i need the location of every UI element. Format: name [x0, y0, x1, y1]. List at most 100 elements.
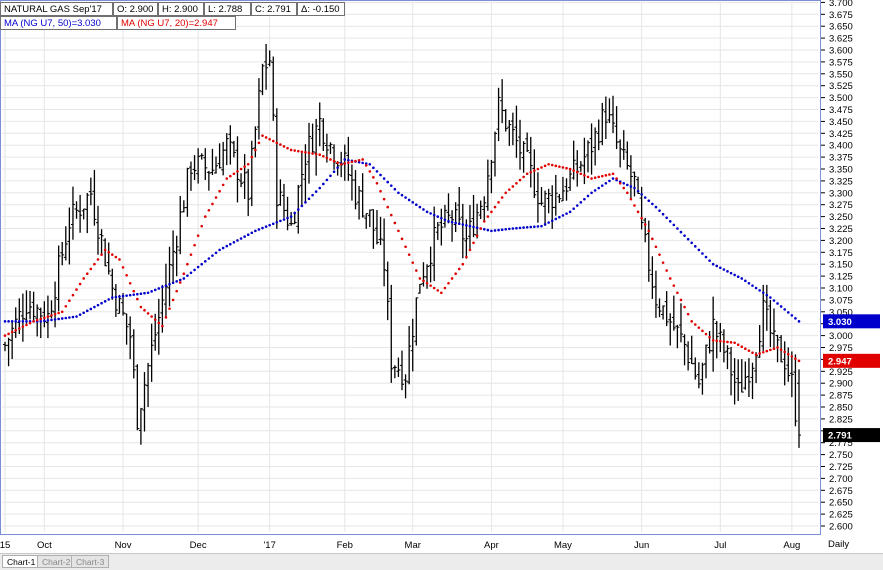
ma-point — [629, 185, 633, 188]
y-tick-label: 2.825 — [829, 414, 853, 425]
ma-point — [39, 320, 43, 323]
ma-point — [543, 164, 547, 168]
price-bar — [95, 205, 100, 255]
ma-point — [203, 215, 207, 218]
price-bar — [128, 316, 133, 360]
ma-point — [457, 267, 461, 271]
tab-chart-3[interactable]: Chart-3 — [71, 555, 110, 568]
ma-point — [400, 193, 404, 197]
price-bar — [471, 194, 476, 238]
price-bar — [571, 140, 576, 180]
ma-point — [139, 292, 143, 296]
price-bar — [600, 102, 605, 146]
price-bar — [28, 290, 33, 320]
price-bar — [310, 123, 315, 154]
ma-point — [311, 152, 314, 155]
ma-point — [132, 293, 136, 296]
ma-point — [43, 316, 46, 320]
price-bar — [764, 284, 769, 331]
ma-point — [719, 339, 722, 343]
badge-value: 2.947 — [828, 356, 852, 367]
price-bar — [303, 144, 308, 203]
ma-point — [583, 197, 586, 201]
price-bar — [682, 334, 687, 366]
ma-point — [482, 227, 486, 231]
ma-point — [561, 214, 565, 217]
ma-point — [261, 226, 264, 230]
frequency-label[interactable]: Daily — [828, 539, 850, 550]
ma-point — [772, 299, 776, 302]
ma-point — [157, 321, 161, 325]
ma-point — [375, 170, 379, 173]
price-bar — [392, 365, 397, 379]
last-price-badge: 2.791 — [823, 428, 880, 443]
ma-point — [293, 211, 297, 215]
price-bar — [167, 246, 172, 307]
ma-point — [132, 289, 136, 293]
ma-point — [783, 350, 786, 354]
tab-chart-2[interactable]: Chart-2 — [37, 555, 76, 568]
ma-point — [78, 282, 82, 286]
price-bar — [85, 192, 90, 234]
ma-point — [218, 189, 221, 193]
ma-point — [651, 202, 654, 206]
price-bar — [81, 208, 86, 220]
price-bar — [611, 95, 616, 134]
ma-point — [372, 166, 375, 170]
ma-point — [690, 320, 694, 323]
ma-point — [522, 226, 525, 229]
ma-point — [103, 248, 107, 252]
x-tick-label: May — [554, 540, 572, 551]
ma-point — [554, 164, 558, 168]
ma-point — [304, 151, 307, 154]
price-bar — [357, 185, 362, 220]
ma-point — [686, 312, 690, 316]
y-tick-label: 2.875 — [829, 391, 853, 402]
price-bar — [721, 329, 726, 363]
price-bar — [428, 246, 433, 283]
price-bar — [621, 130, 626, 160]
ma-point — [85, 309, 89, 313]
price-bar — [467, 204, 472, 251]
ma-point — [332, 159, 336, 163]
price-bar — [707, 331, 712, 354]
price-bar — [188, 161, 193, 191]
y-tick-label: 3.300 — [829, 188, 853, 199]
price-bar — [510, 112, 515, 146]
x-tick-label: Aug — [783, 540, 800, 551]
ma-point — [232, 241, 236, 244]
tab-chart-1[interactable]: Chart-1 — [2, 555, 41, 568]
y-tick-label: 2.600 — [829, 522, 853, 533]
ma-point — [729, 271, 733, 275]
price-bar — [460, 203, 465, 259]
ma-point — [515, 181, 518, 185]
price-bar — [131, 329, 136, 379]
y-tick-label: 3.525 — [829, 81, 853, 92]
price-bar — [24, 290, 29, 324]
price-bar — [206, 170, 211, 191]
ma-point — [740, 345, 744, 349]
price-bar — [281, 183, 286, 218]
ma-point — [118, 295, 121, 298]
ma-point — [354, 159, 357, 163]
ma-point — [136, 297, 139, 301]
instrument-title: NATURAL GAS Sep'17 — [0, 2, 113, 16]
ma-point — [729, 341, 733, 344]
ma-point — [550, 163, 554, 167]
price-bar — [367, 209, 372, 228]
ma-point — [511, 185, 515, 188]
ma-point — [96, 258, 100, 261]
ma-point — [264, 225, 268, 228]
price-bar — [249, 140, 254, 207]
plot-area[interactable] — [0, 0, 821, 535]
ma-point — [89, 267, 93, 271]
y-tick-label: 2.850 — [829, 403, 853, 414]
y-tick-label: 3.125 — [829, 272, 853, 283]
ma-point — [3, 320, 7, 323]
ma-point — [57, 317, 60, 321]
ma-point — [733, 341, 736, 345]
ma-point — [543, 223, 547, 226]
price-bar — [446, 193, 451, 224]
ma-point — [146, 291, 150, 295]
price-bar — [253, 126, 258, 158]
